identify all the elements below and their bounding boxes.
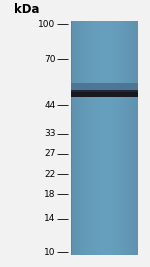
Bar [111,21,112,255]
Bar [94,21,95,255]
Bar [113,21,114,255]
Bar [102,21,103,255]
Bar [100,21,101,255]
Bar [136,21,137,255]
Bar [118,21,119,255]
Bar [89,21,90,255]
Bar [128,21,129,255]
Bar [86,21,87,255]
Bar [134,21,135,255]
Bar [92,21,93,255]
Text: 10: 10 [44,248,56,257]
Bar [75,21,76,255]
Bar [79,21,80,255]
Bar [70,90,138,97]
Bar [76,21,77,255]
Bar [99,21,100,255]
Bar [112,21,113,255]
Text: 100: 100 [38,19,56,29]
Bar [84,21,85,255]
Text: 44: 44 [44,101,56,110]
Bar [85,21,86,255]
Bar [71,21,72,255]
Bar [124,21,125,255]
Bar [122,21,123,255]
Text: 22: 22 [44,170,56,179]
Bar [107,21,108,255]
Bar [126,21,127,255]
Bar [123,21,124,255]
Bar [137,21,138,255]
Bar [104,21,105,255]
Bar [77,21,78,255]
Bar [127,21,128,255]
Bar [114,21,115,255]
Bar [70,90,138,92]
Bar [97,21,98,255]
Text: 70: 70 [44,55,56,64]
Bar [87,21,88,255]
Bar [73,21,74,255]
Bar [119,21,120,255]
Text: 14: 14 [44,214,56,223]
Bar [110,21,111,255]
Bar [96,21,97,255]
Bar [132,21,133,255]
Text: 33: 33 [44,129,56,139]
Text: 27: 27 [44,149,56,158]
Bar [108,21,109,255]
Text: kDa: kDa [14,3,40,16]
Bar [83,21,84,255]
Bar [125,21,126,255]
Bar [93,21,94,255]
Bar [129,21,130,255]
Bar [78,21,79,255]
Bar [98,21,99,255]
Bar [121,21,122,255]
Bar [133,21,134,255]
Bar [95,21,96,255]
Bar [82,21,83,255]
Bar [70,83,138,90]
Bar [131,21,132,255]
Bar [80,21,81,255]
Bar [74,21,75,255]
Bar [116,21,117,255]
Bar [120,21,121,255]
Text: 18: 18 [44,190,56,199]
Bar [117,21,118,255]
Bar [105,21,106,255]
Bar [70,21,138,255]
Bar [109,21,110,255]
Bar [106,21,107,255]
Bar [103,21,104,255]
Bar [90,21,91,255]
Bar [130,21,131,255]
Bar [72,21,73,255]
Bar [101,21,102,255]
Bar [70,21,71,255]
Bar [115,21,116,255]
Bar [135,21,136,255]
Bar [81,21,82,255]
Bar [70,21,72,255]
Bar [91,21,92,255]
Bar [88,21,89,255]
